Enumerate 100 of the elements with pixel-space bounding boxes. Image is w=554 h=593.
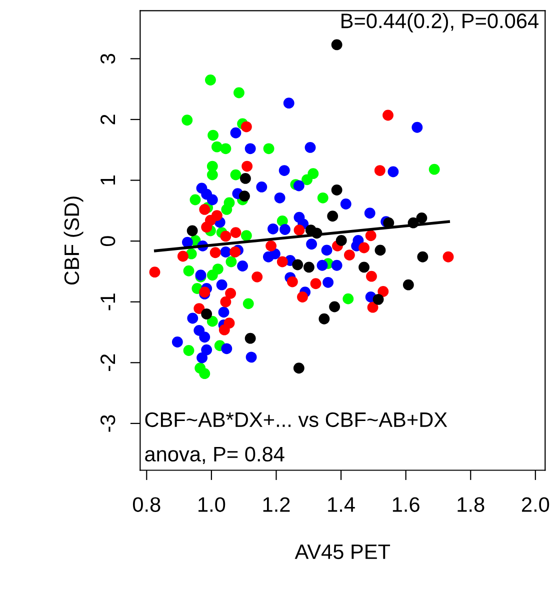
point [187,312,198,324]
x-tick-label: 1.8 [458,497,484,512]
point [201,308,212,320]
point [183,265,194,276]
point [329,301,340,312]
point [293,362,304,374]
point [302,174,312,186]
point [183,345,194,356]
point [316,260,328,271]
point [230,227,242,238]
point [278,165,290,176]
point [172,336,183,348]
point [194,303,205,314]
point [149,266,160,278]
point [206,270,218,281]
point [318,313,330,324]
point [322,276,334,288]
point [276,256,288,268]
point [242,298,254,310]
point [240,172,251,184]
x-tick-label: 1.0 [198,497,226,512]
x-tick-label: 1.4 [328,497,355,512]
point [358,262,370,273]
point [292,259,304,270]
point [220,143,232,154]
point [331,260,342,271]
point [221,204,232,215]
y-tick-label: 0 [100,236,116,246]
point [182,114,193,126]
point [283,98,294,109]
point [225,288,236,299]
x-tick-label: 1.6 [392,497,420,512]
point [331,39,342,50]
x-tick-label: 0.8 [132,497,160,512]
y-tick-label: 1 [100,176,116,184]
point [366,270,377,282]
point [204,74,216,86]
point [210,247,221,258]
point [378,286,389,297]
y-tick-label: 3 [100,54,116,64]
point [274,192,286,204]
point [244,143,256,154]
point [344,250,355,261]
x-axis-title: AV45 PET [294,544,390,560]
point [321,244,332,256]
x-tick-label: 1.2 [263,497,290,512]
point [206,316,218,327]
point [220,246,232,258]
point [266,240,277,252]
point [252,271,263,282]
point [310,278,322,290]
point [412,122,423,133]
point [201,222,212,233]
point [220,230,232,242]
annotation: CBF~AB*DX+... vs CBF~AB+DX [145,412,448,428]
point [201,344,212,356]
point [230,169,242,180]
point [364,208,376,219]
y-tick-label: -2 [100,354,116,371]
point [388,166,399,178]
point [293,180,304,192]
point [220,296,232,308]
point [365,230,376,242]
point [237,260,248,272]
point [342,293,354,304]
point [199,332,210,343]
y-tick-label: 2 [100,114,116,124]
point [372,294,384,305]
y-tick-label: -1 [100,294,116,310]
point [246,352,257,363]
point [294,224,305,236]
point [240,121,252,132]
x-tick-label: 2.0 [522,497,550,512]
point [226,256,237,268]
point [240,230,252,242]
point [199,368,210,380]
point [402,279,414,290]
y-axis-title: CBF (SD) [64,196,84,285]
point [374,165,386,176]
point [327,210,338,222]
point [177,250,188,262]
point [230,127,242,138]
point [317,192,328,204]
point [306,238,318,250]
point [280,224,290,235]
point [336,234,347,246]
point [256,182,268,192]
point [196,352,208,364]
point [417,251,428,262]
point [268,223,278,234]
point [442,251,454,262]
point [216,279,228,290]
point [242,160,253,172]
annotation: anova, P= 0.84 [145,446,284,464]
point [416,212,428,224]
point [244,332,256,344]
point [263,143,274,154]
point [367,302,378,313]
point [206,169,218,180]
point [206,194,218,206]
